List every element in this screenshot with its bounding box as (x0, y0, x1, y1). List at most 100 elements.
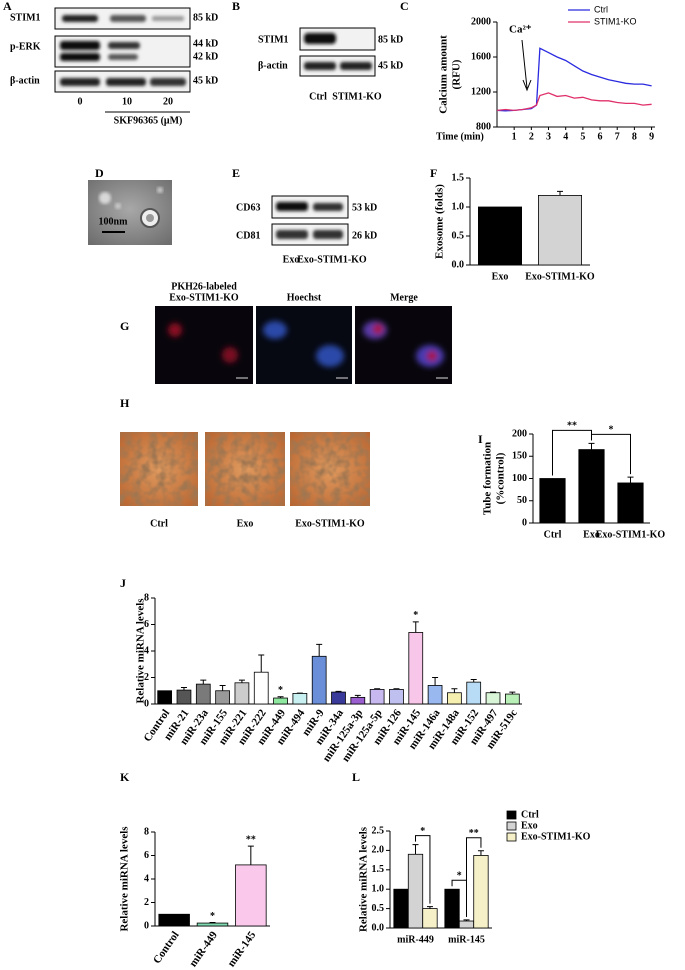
image-title: Merge (390, 292, 418, 303)
bar (195, 683, 211, 705)
y-tick-label: 150 (512, 451, 527, 462)
bar (393, 888, 409, 929)
y-axis-label: Relative miRNA levels (135, 598, 147, 704)
y-tick-label: 2 (144, 672, 149, 683)
x-tick-label: 5 (580, 131, 585, 142)
lane-label: Exo (283, 254, 300, 265)
lane-label: 0 (78, 96, 83, 107)
error-bar (209, 921, 216, 924)
x-tick-label: miR-145 (448, 934, 485, 945)
panel-letter: I (478, 432, 483, 446)
bar (157, 690, 173, 705)
bar (444, 888, 460, 929)
image-label: Ctrl (150, 518, 168, 529)
bar (369, 689, 385, 705)
bar (485, 692, 501, 705)
x-tick-label: 9 (649, 131, 654, 142)
x-tick-label: Ctrl (544, 529, 562, 540)
significance-label: ** (567, 421, 577, 432)
y-tick-label: 0.0 (452, 259, 465, 270)
error-bar (412, 844, 419, 855)
image-title: PKH26-labeled (171, 281, 237, 292)
size-label: 45 kD (193, 75, 218, 86)
y-tick-label: 8 (144, 826, 149, 837)
y-tick-label: 0.5 (452, 230, 465, 241)
y-tick-label: 2000 (471, 16, 491, 27)
data-line (496, 47, 652, 112)
significance-label: * (278, 685, 283, 696)
y-axis-label: Relative miRNA levels (358, 826, 370, 932)
legend-swatch (506, 821, 517, 831)
bar (234, 682, 250, 705)
error-bar (277, 696, 284, 699)
x-tick-label: miR-145 (225, 929, 258, 969)
bar (253, 671, 269, 705)
error-bar (490, 691, 497, 693)
y-axis-label: (RFU) (451, 59, 463, 89)
image-label: Exo-STIM1-KO (295, 518, 365, 529)
lane-label: Exo-STIM1-KO (297, 254, 367, 265)
x-tick-label: 1 (512, 131, 517, 142)
row-label: p-ERK (10, 41, 41, 52)
blot-a: STIM1 p-ERK β-actin 85 kD 44 kD 42 kD 45… (10, 7, 218, 126)
panel-letter: F (430, 166, 437, 180)
size-label: 53 kD (352, 202, 377, 213)
bar (466, 681, 482, 705)
bar (311, 655, 327, 705)
y-tick-label: 4 (144, 645, 149, 656)
y-tick-label: 1.0 (452, 201, 465, 212)
panel-letter: A (3, 0, 12, 13)
error-bar (335, 690, 342, 693)
error-bar (412, 621, 419, 633)
row-label: CD81 (236, 230, 260, 241)
bar (407, 853, 424, 929)
legend-label: Exo-STIM1-KO (521, 831, 591, 842)
y-axis-label: Relative miRNA levels (119, 826, 131, 932)
y-axis-label: Exosome (folds) (434, 184, 446, 259)
x-axis-label: Time (min) (436, 131, 484, 142)
x-tick-label: Exo (583, 529, 600, 540)
bar (235, 864, 267, 927)
x-tick-label: 6 (598, 131, 603, 142)
bar (617, 482, 644, 524)
em-image: 100nm (88, 180, 172, 245)
bar (504, 693, 520, 705)
data-line (496, 92, 652, 112)
size-label: 85 kD (193, 12, 218, 23)
panel-letter: L (352, 770, 360, 784)
error-bar (557, 190, 563, 196)
lane-label: 20 (163, 96, 173, 107)
bar (477, 206, 522, 266)
panel-letter: K (120, 770, 130, 784)
bar (389, 689, 404, 705)
y-tick-label: 6 (144, 850, 149, 861)
panel-letter: E (232, 166, 240, 180)
error-bar (627, 476, 634, 483)
significance-label: * (609, 425, 614, 436)
panel-letter: B (232, 0, 240, 13)
legend-label: Ctrl (594, 4, 608, 14)
error-bar (258, 654, 265, 673)
bar (427, 685, 443, 705)
bar (196, 922, 229, 927)
panel-letters: A B C D E F G H I J K L (3, 0, 483, 784)
bar (578, 449, 605, 524)
x-tick-label: miR-449 (187, 929, 220, 969)
error-bar (316, 643, 323, 657)
fluorescence-images: PKH26-labeled Exo-STIM1-KO Hoechst Merge (155, 281, 452, 384)
bar (538, 194, 583, 266)
x-tick-label: Control (151, 929, 182, 966)
blot-strip (299, 55, 376, 77)
lane-label: STIM1-KO (332, 91, 382, 102)
y-tick-label: 1.0 (372, 883, 385, 894)
legend-label: STIM1-KO (594, 16, 637, 26)
x-tick-label: Exo (492, 271, 509, 282)
lane-label: Ctrl (309, 91, 327, 102)
blot-strip (271, 195, 349, 219)
significance-label: * (413, 610, 418, 621)
y-tick-label: 1600 (471, 51, 491, 62)
x-tick-label: 4 (563, 131, 568, 142)
bar (447, 692, 462, 705)
legend-swatch (506, 832, 517, 842)
